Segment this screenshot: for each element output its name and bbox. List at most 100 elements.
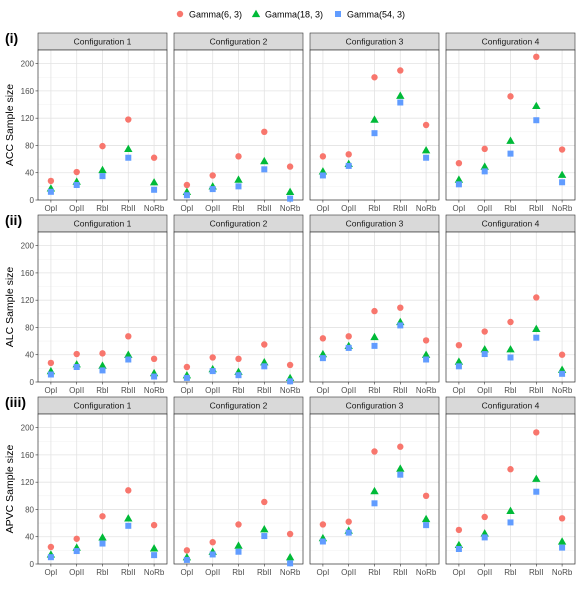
data-point [421,146,431,154]
data-point [421,350,431,358]
data-point [209,354,216,361]
data-point [397,322,404,329]
facet-title: Configuration 4 [482,401,540,411]
data-point [99,173,106,180]
data-point [98,165,107,174]
facet-panel: Configuration 2 OpI OpII RbI RbII NoRb [173,32,304,213]
legend: Gamma(6, 3) Gamma(18, 3) Gamma(54, 3) [176,10,405,20]
data-point [234,541,243,549]
x-tick-label: OpII [477,386,492,395]
x-tick-label: NoRb [280,386,301,395]
data-point [507,466,514,473]
data-point [99,350,106,357]
data-point [209,172,216,179]
y-axis-title: ACC Sample size [4,84,16,166]
x-tick-label: OpII [477,568,492,577]
x-tick-label: OpII [341,568,356,577]
data-point [370,486,379,495]
facet-title: Configuration 2 [210,219,268,229]
data-point [454,175,464,183]
data-point [151,186,158,193]
data-point [506,345,515,353]
data-point [235,548,242,555]
data-point [235,372,242,379]
x-tick-label: RbII [393,568,408,577]
y-tick-label: 120 [21,114,35,123]
x-tick-label: RbI [368,204,380,213]
x-tick-label: NoRb [144,204,165,213]
data-point [151,373,158,380]
data-point [345,529,352,536]
y-tick-label: 200 [21,242,35,251]
data-point [532,324,541,332]
x-tick-label: RbII [121,568,136,577]
y-tick-label: 120 [21,296,35,305]
y-axis-title: ALC Sample size [4,267,16,348]
data-point [149,544,159,552]
x-tick-label: NoRb [280,204,301,213]
data-point [73,535,80,542]
data-point [285,187,295,195]
data-point [481,145,488,153]
x-tick-label: RbII [257,204,272,213]
data-point [319,153,327,160]
row-label: (iii) [5,394,26,410]
row-label: (ii) [5,212,22,228]
y-tick-label: 160 [21,451,35,460]
data-point [261,128,268,136]
y-tick-label: 80 [25,505,34,514]
data-point [286,361,294,369]
data-point [397,99,404,106]
x-tick-label: OpII [205,568,220,577]
data-point [507,519,514,526]
legend-item: Gamma(54, 3) [335,10,405,20]
data-point [507,354,514,361]
x-tick-label: OpI [180,204,193,213]
y-tick-label: 80 [25,323,34,332]
data-point [47,188,54,195]
data-point [422,337,430,344]
data-point [99,513,106,520]
x-tick-label: NoRb [416,386,437,395]
data-point [261,341,268,348]
facet-panel: Configuration 4 OpI OpII RbI RbII NoRb [445,214,576,395]
data-point [533,429,540,436]
data-point [261,166,268,173]
data-point [557,170,567,178]
data-point [396,91,405,99]
data-point [506,136,515,144]
data-point [261,498,268,506]
x-tick-label: RbII [257,386,272,395]
data-point [151,552,158,559]
x-tick-label: OpII [341,386,356,395]
x-tick-label: OpII [205,204,220,213]
y-tick-label: 120 [21,478,35,487]
data-point [73,168,80,176]
facet-panel: Configuration 3 OpI OpII RbI RbII NoRb [309,214,440,395]
chart-rows: (i)ACC Sample size04080120160200Configur… [4,30,576,577]
data-point [558,146,566,153]
x-tick-label: OpI [452,386,465,395]
data-point [73,548,80,555]
data-point [98,533,107,541]
x-tick-label: OpI [452,204,465,213]
data-point [124,144,133,153]
data-point [396,464,405,472]
x-tick-label: RbI [504,568,516,577]
data-point [481,534,488,541]
data-point [345,162,352,169]
facet-panel: Configuration 1 OpI OpII RbI RbII NoRb [37,396,168,577]
data-point [370,332,379,341]
data-point [397,471,404,478]
y-tick-label: 160 [21,269,35,278]
x-tick-label: OpI [180,568,193,577]
data-point [371,342,378,349]
data-point [506,506,515,514]
data-point [557,537,567,545]
x-tick-label: NoRb [280,568,301,577]
data-point [397,304,404,311]
data-point [209,551,216,558]
data-point [455,159,463,167]
facet-panel: Configuration 4 OpI OpII RbI RbII NoRb [445,32,576,213]
data-point [183,547,191,554]
